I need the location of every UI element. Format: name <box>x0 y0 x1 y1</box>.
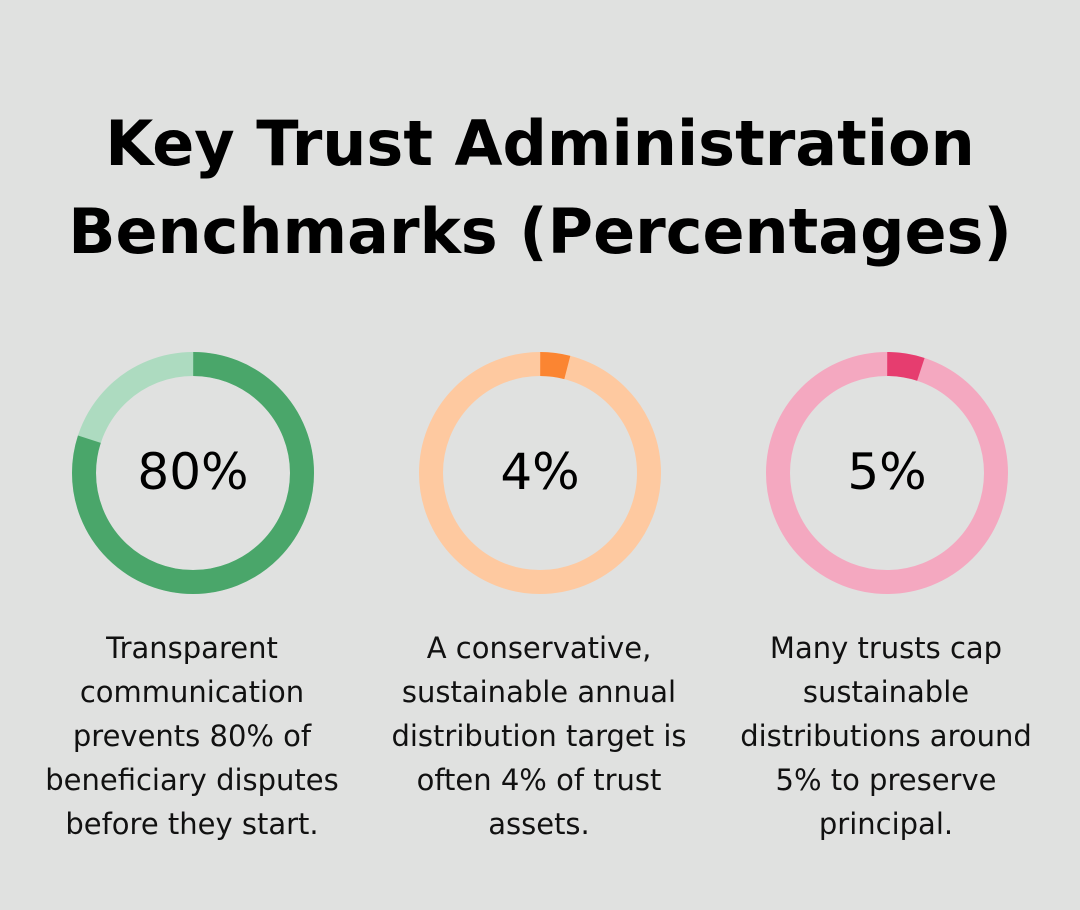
donut-value-arc <box>72 352 314 594</box>
donut-chart-annual-distribution: 4% <box>419 352 661 594</box>
donut-chart-disputes: 80% <box>72 352 314 594</box>
donut-svg-disputes <box>72 352 314 594</box>
donut-chart-distribution-cap: 5% <box>766 352 1008 594</box>
benchmark-caption: A conservative, sustainable annual distr… <box>391 631 687 841</box>
benchmark-caption: Many trusts cap sustainable distribution… <box>740 631 1032 841</box>
donut-svg-distribution-cap <box>766 352 1008 594</box>
page-title-line-2: Benchmarks (Percentages) <box>68 195 1012 268</box>
benchmark-card-disputes: 80% Transparent communication prevents 8… <box>42 352 342 872</box>
donut-value-label: 5% <box>847 443 927 501</box>
page-title: Key Trust Administration Benchmarks (Per… <box>0 100 1080 276</box>
benchmark-card-distribution-cap: 5% Many trusts cap sustainable distribut… <box>736 352 1036 872</box>
donut-svg-annual-distribution <box>419 352 661 594</box>
donut-value-label: 4% <box>500 443 580 501</box>
donut-value-label: 80% <box>137 443 249 501</box>
benchmark-card-annual-distribution: 4% A conservative, sustainable annual di… <box>389 352 689 872</box>
donut-remaining-arc <box>766 352 1008 594</box>
benchmark-caption: Transparent communication prevents 80% o… <box>45 631 339 841</box>
donut-remaining-arc <box>419 352 661 594</box>
page-title-line-1: Key Trust Administration <box>105 107 975 180</box>
